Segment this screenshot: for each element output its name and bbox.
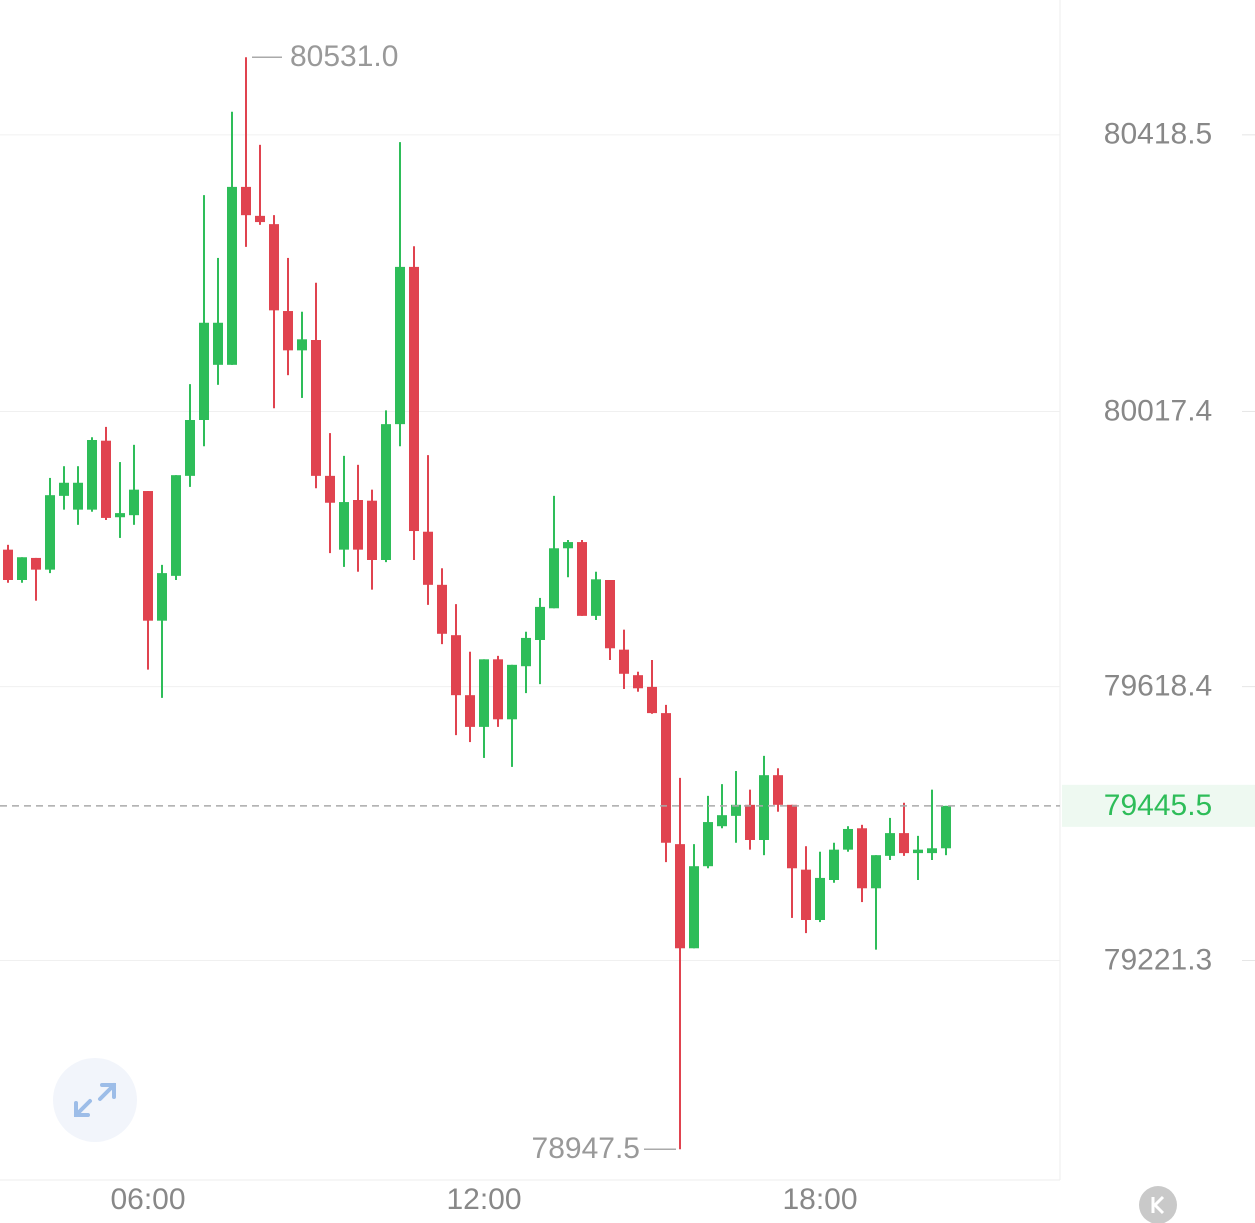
candle-body — [269, 224, 279, 311]
last-price-box — [1062, 784, 1255, 827]
candle-body — [759, 775, 769, 840]
candle-body — [619, 649, 629, 674]
expand-icon — [74, 1083, 116, 1117]
annotation-label: 78947.5 — [532, 1132, 640, 1165]
candle-body — [871, 855, 881, 889]
candle-body — [661, 713, 671, 843]
candle-body — [927, 848, 937, 854]
candle-body — [717, 815, 727, 827]
candle-body — [745, 804, 755, 840]
candle-body — [73, 482, 83, 510]
candle-body — [241, 186, 251, 216]
candle-body — [479, 659, 489, 727]
candle-body — [87, 440, 97, 510]
candle-body — [787, 804, 797, 869]
candle-body — [31, 557, 41, 570]
candle-body — [465, 695, 475, 727]
candle-body — [535, 606, 545, 640]
x-tick-label: 18:00 — [782, 1183, 857, 1216]
candle-body — [45, 495, 55, 570]
candle-body — [199, 322, 209, 420]
candle-body — [591, 579, 601, 616]
expand-button[interactable] — [53, 1058, 137, 1142]
candle-body — [563, 542, 573, 549]
y-tick-label: 79618.4 — [1104, 670, 1212, 703]
x-tick-label: 12:00 — [446, 1183, 521, 1216]
candle-body — [633, 675, 643, 689]
candle-body — [297, 339, 307, 351]
candle-body — [703, 822, 713, 867]
candle-body — [101, 440, 111, 518]
y-tick-label: 80418.5 — [1104, 118, 1212, 151]
candle-body — [255, 215, 265, 223]
candle-body — [143, 491, 153, 621]
candle-body — [409, 266, 419, 532]
candle-body — [521, 637, 531, 667]
candle-body — [171, 475, 181, 576]
k-button[interactable] — [1139, 1186, 1177, 1223]
candle-body — [59, 482, 69, 496]
candle-body — [507, 664, 517, 720]
candle-body — [731, 804, 741, 816]
candle-body — [213, 322, 223, 365]
candle-body — [353, 500, 363, 550]
candle-body — [437, 584, 447, 634]
candle-body — [647, 686, 657, 714]
candle-body — [605, 580, 615, 649]
candle-body — [689, 866, 699, 949]
candle-body — [577, 542, 587, 616]
x-tick-label: 06:00 — [110, 1183, 185, 1216]
candle-body — [899, 833, 909, 854]
candle-body — [773, 775, 783, 805]
candle-body — [311, 340, 321, 476]
candle-body — [423, 531, 433, 585]
candle-body — [675, 844, 685, 949]
candle-body — [129, 489, 139, 516]
k-button-bg — [1139, 1186, 1177, 1223]
candle-body — [451, 635, 461, 696]
candle-body — [913, 849, 923, 854]
last-price-label: 79445.5 — [1104, 789, 1212, 822]
candle-body — [801, 869, 811, 920]
candle-body — [3, 549, 13, 580]
candle-body — [367, 500, 377, 560]
y-tick-label: 80017.4 — [1104, 394, 1212, 427]
candle-body — [815, 877, 825, 920]
candle-body — [941, 805, 951, 849]
candle-body — [829, 849, 839, 880]
candle-body — [381, 424, 391, 560]
candle-body — [339, 502, 349, 550]
candle-body — [325, 475, 335, 503]
candle-body — [857, 828, 867, 889]
candle-body — [185, 420, 195, 476]
candle-body — [17, 557, 27, 580]
annotation-label: 80531.0 — [290, 40, 398, 73]
candle-body — [283, 311, 293, 351]
candle-body — [549, 548, 559, 609]
y-tick-label: 79221.3 — [1104, 943, 1212, 976]
candle-body — [395, 266, 405, 425]
candle-body — [157, 573, 167, 621]
candle-body — [115, 513, 125, 518]
candle-body — [493, 659, 503, 720]
candle-body — [885, 833, 895, 856]
expand-button-bg — [53, 1058, 137, 1142]
k-icon — [1151, 1195, 1165, 1215]
candle-body — [227, 186, 237, 365]
candle-body — [843, 828, 853, 850]
